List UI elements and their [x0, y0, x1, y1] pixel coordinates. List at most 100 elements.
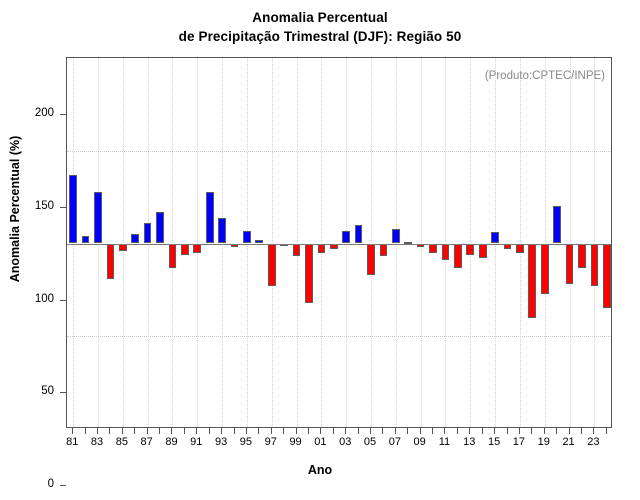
bar-23: [590, 243, 599, 287]
bar-89: [168, 243, 177, 268]
x-tick-label: 85: [115, 436, 128, 448]
x-tick-label: 95: [239, 436, 253, 448]
gridline-vertical: [519, 58, 521, 427]
gridline-vertical: [470, 58, 472, 427]
x-tick-mark: [531, 428, 533, 434]
x-tick-mark: [84, 428, 86, 434]
x-tick-label: 83: [90, 436, 104, 448]
x-tick-mark: [307, 428, 309, 434]
x-tick-mark: [456, 428, 458, 434]
gridline-vertical: [371, 58, 373, 427]
x-tick-mark: [320, 428, 322, 434]
chart-title-line-2: de Precipitação Trimestral (DJF): Região…: [178, 29, 462, 44]
y-tick-mark: [60, 114, 66, 115]
chart-title-line-1: Anomalia Percentual: [252, 10, 388, 25]
x-tick-mark: [568, 428, 570, 434]
gridline-vertical: [420, 58, 422, 427]
x-tick-label: 21: [562, 436, 575, 448]
bar-05: [367, 243, 375, 276]
bar-22: [578, 243, 586, 268]
y-tick-mark: [60, 485, 66, 486]
bar-99: [292, 243, 301, 257]
y-tick-label: 0: [47, 478, 54, 490]
bar-12: [454, 243, 462, 268]
bar-91: [193, 243, 202, 253]
gridline-vertical: [172, 58, 174, 427]
x-tick-mark: [258, 428, 260, 434]
chart-title: Anomalia Percentual de Precipitação Trim…: [0, 8, 640, 46]
bar-83: [94, 191, 102, 244]
x-tick-mark: [97, 428, 99, 434]
x-tick-label: 03: [339, 436, 352, 448]
bar-07: [391, 228, 400, 244]
x-tick-label: 19: [537, 436, 550, 448]
x-tick-mark: [481, 428, 483, 434]
x-tick-mark: [233, 428, 235, 434]
x-tick-label: 13: [463, 436, 476, 448]
x-tick-mark: [469, 428, 471, 434]
gridline-vertical: [271, 58, 273, 427]
x-tick-mark: [605, 428, 607, 434]
bar-04: [354, 224, 363, 244]
x-tick-mark: [543, 428, 545, 434]
y-tick-label: 50: [41, 385, 54, 398]
x-tick-mark: [146, 428, 148, 434]
bar-93: [218, 217, 226, 244]
x-tick-label: 87: [140, 436, 153, 448]
bar-21: [565, 243, 574, 285]
x-tick-mark: [518, 428, 520, 434]
bar-15: [491, 232, 499, 244]
x-tick-label: 91: [190, 436, 203, 448]
gridline-vertical: [544, 58, 546, 427]
x-tick-label: 93: [214, 436, 228, 448]
bar-90: [181, 243, 189, 255]
x-tick-mark: [357, 428, 359, 434]
x-tick-mark: [494, 428, 496, 434]
x-tick-label: 15: [487, 436, 501, 448]
x-tick-mark: [407, 428, 409, 434]
bar-96: [255, 239, 264, 244]
y-tick-label: 150: [34, 199, 54, 212]
x-tick-mark: [208, 428, 210, 434]
x-tick-mark: [159, 428, 161, 434]
x-tick-mark: [432, 428, 434, 434]
x-tick-mark: [556, 428, 558, 434]
x-tick-label: 89: [165, 436, 178, 448]
x-axis: 81 83 85 87 89 91 93 95 97 99 01 03 05 07 09 11 13 15 17 19…: [66, 428, 612, 458]
x-tick-mark: [121, 428, 123, 434]
gridline-horizontal: [67, 336, 611, 338]
x-tick-label: 09: [413, 436, 426, 448]
bar-17: [516, 243, 524, 253]
x-tick-mark: [283, 428, 285, 434]
y-tick-mark: [60, 206, 66, 208]
gridline-vertical: [569, 58, 571, 427]
bar-82: [81, 236, 90, 244]
bar-01: [317, 243, 326, 253]
bar-14: [478, 243, 487, 259]
bar-87: [143, 223, 152, 244]
plot-area: (Produto:CPTEC/INPE): [66, 57, 612, 428]
gridline-horizontal: [67, 150, 611, 152]
gridline-vertical: [445, 58, 447, 427]
gridline-vertical: [321, 58, 323, 427]
gridline-vertical: [594, 58, 596, 427]
x-tick-mark: [593, 428, 595, 434]
bar-11: [441, 243, 450, 261]
bar-18: [528, 243, 537, 318]
bar-92: [205, 191, 214, 244]
x-tick-label: 05: [363, 436, 377, 448]
bar-10: [429, 243, 437, 253]
y-tick-label: 200: [34, 107, 54, 119]
x-tick-label: 81: [66, 436, 79, 448]
bar-88: [156, 211, 164, 244]
bar-86: [131, 234, 140, 244]
bar-00: [305, 243, 313, 303]
x-tick-mark: [332, 428, 334, 434]
bar-undefined: [602, 243, 611, 309]
x-tick-mark: [419, 428, 421, 434]
bar-06: [379, 243, 388, 257]
x-tick-label: 01: [314, 436, 327, 448]
bar-85: [118, 243, 127, 251]
y-tick-mark: [60, 299, 66, 301]
